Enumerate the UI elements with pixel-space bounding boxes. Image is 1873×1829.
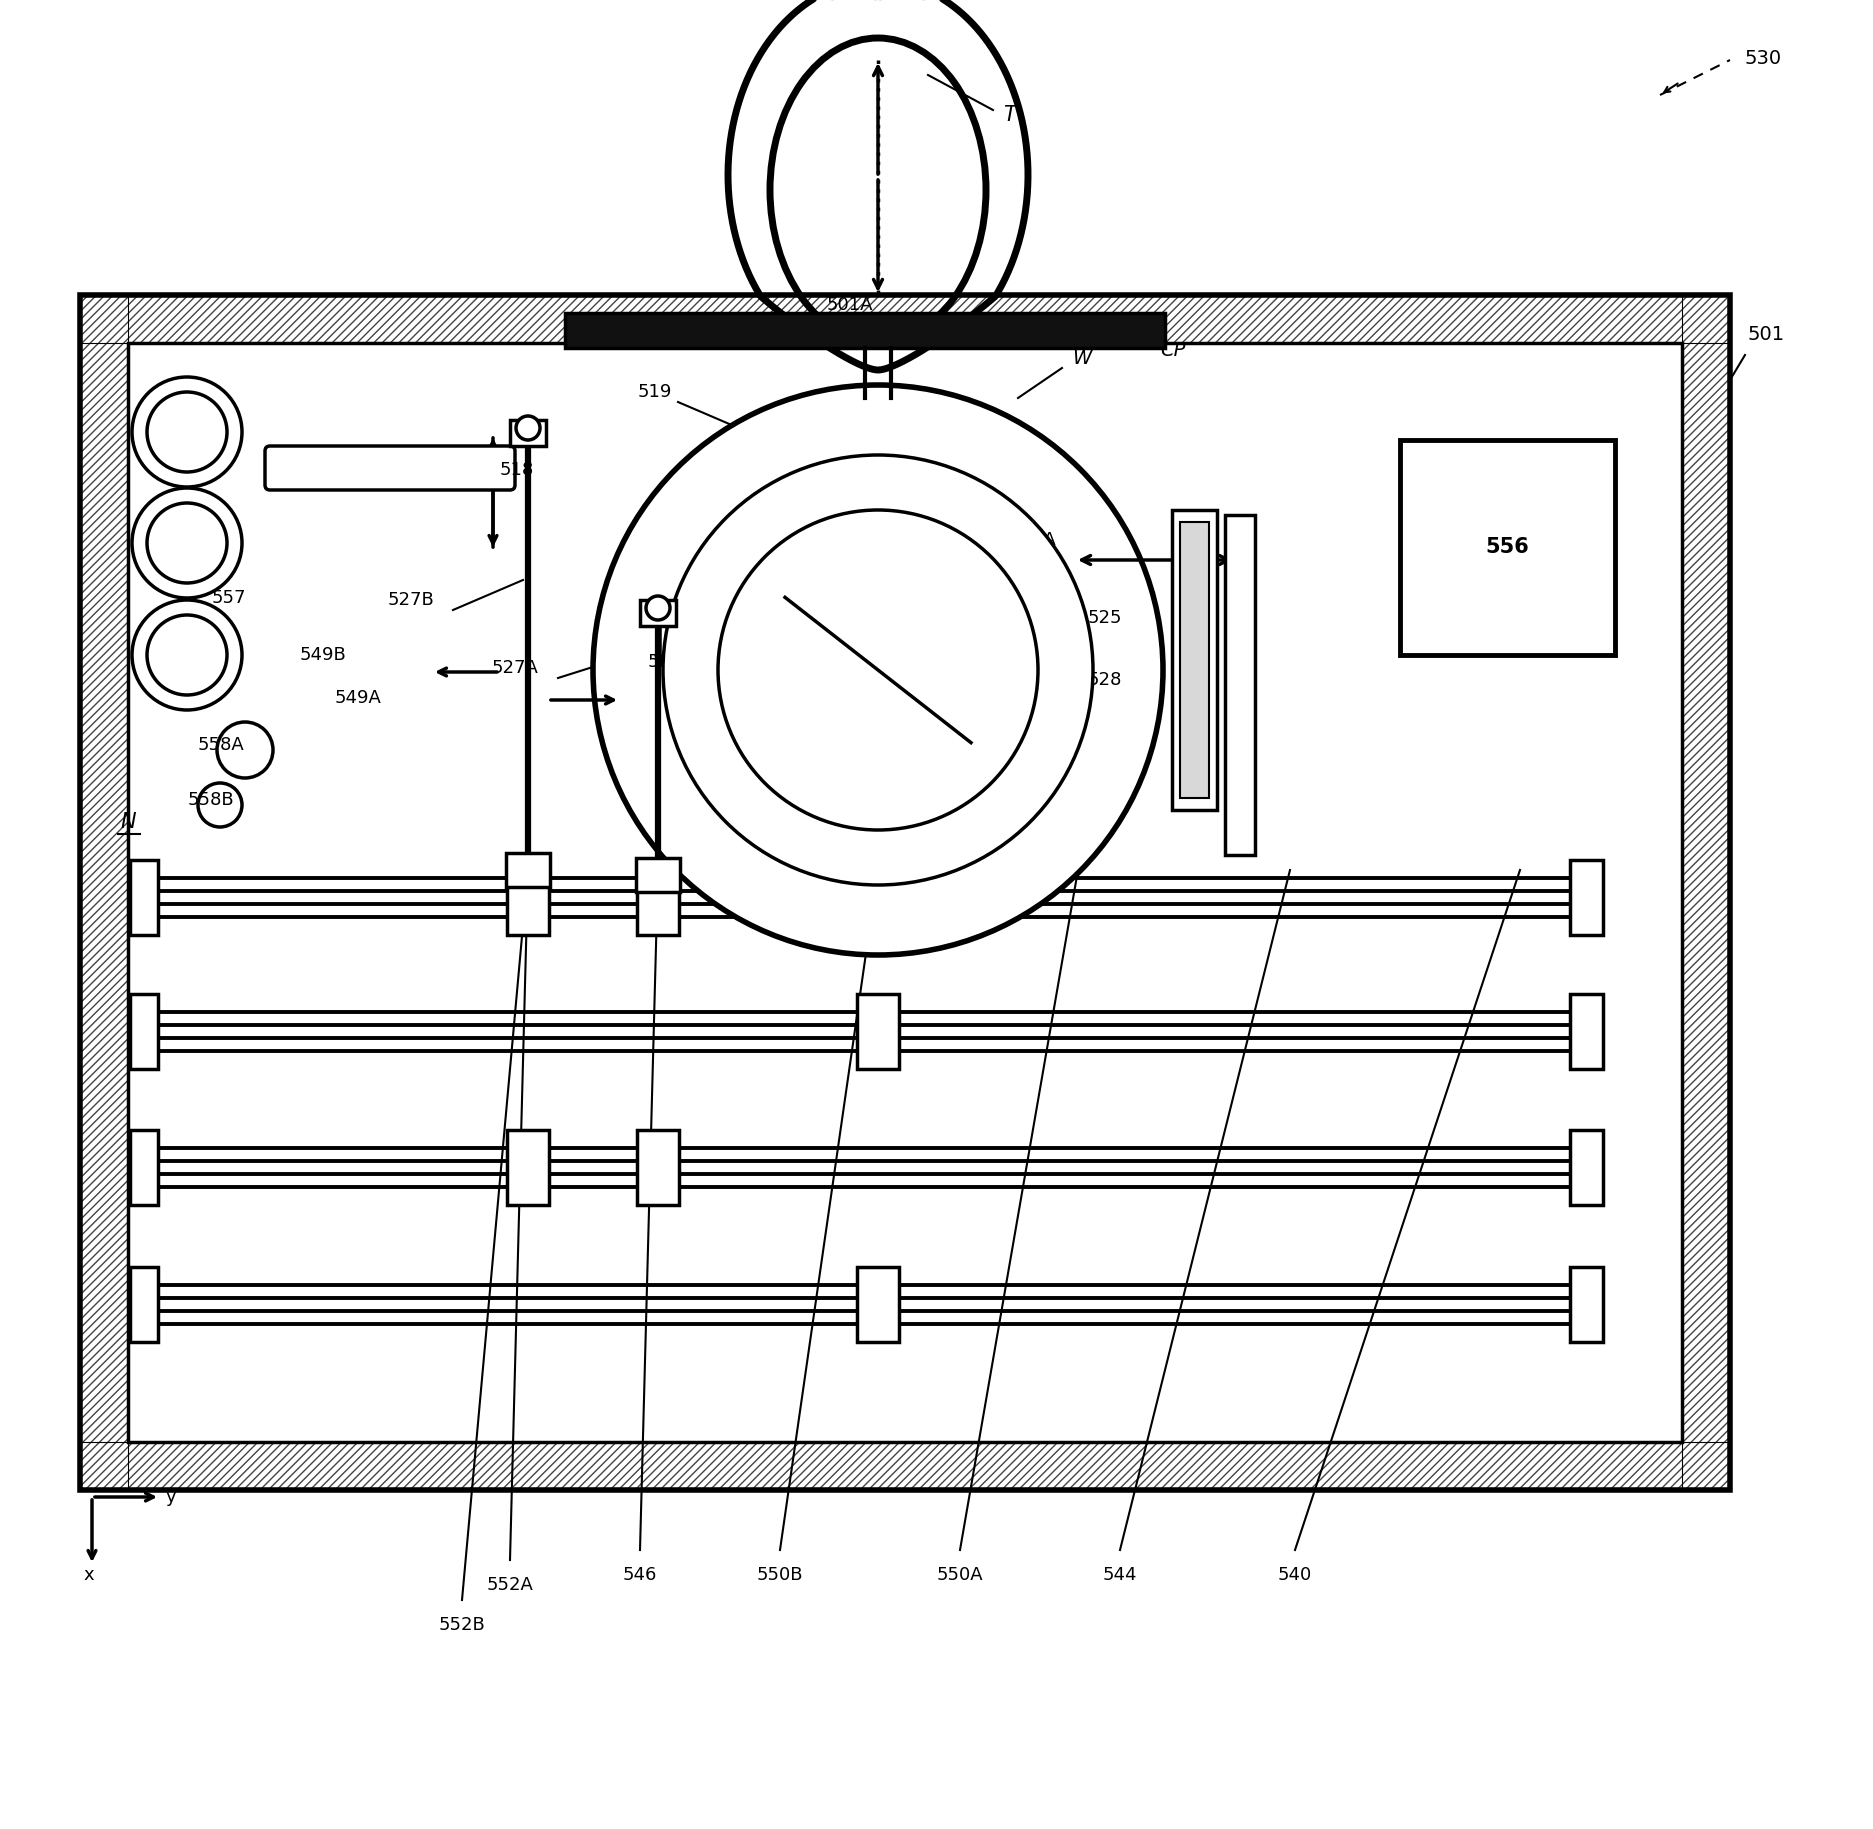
Bar bbox=[506, 852, 549, 887]
Bar bbox=[81, 294, 127, 1491]
Bar bbox=[129, 993, 157, 1068]
Bar bbox=[637, 1130, 678, 1205]
Bar bbox=[1171, 510, 1216, 810]
Bar bbox=[81, 1441, 1729, 1491]
Text: 550A: 550A bbox=[936, 1566, 983, 1584]
Bar bbox=[129, 1267, 157, 1342]
Text: 549B: 549B bbox=[300, 646, 347, 664]
FancyBboxPatch shape bbox=[264, 446, 515, 490]
Bar bbox=[1570, 993, 1601, 1068]
Text: 558A: 558A bbox=[199, 735, 245, 754]
Circle shape bbox=[146, 503, 227, 583]
Text: 552B: 552B bbox=[438, 1617, 485, 1633]
Text: 501: 501 bbox=[1748, 326, 1785, 344]
Circle shape bbox=[146, 615, 227, 695]
Circle shape bbox=[717, 510, 1038, 830]
Bar bbox=[129, 1130, 157, 1205]
Text: N: N bbox=[120, 812, 135, 832]
Bar bbox=[81, 294, 1729, 344]
Bar bbox=[81, 294, 1729, 1491]
Text: y: y bbox=[167, 1489, 176, 1505]
Bar bbox=[1570, 1130, 1601, 1205]
Text: 525: 525 bbox=[1088, 609, 1122, 627]
Text: CP: CP bbox=[1159, 340, 1186, 360]
Bar bbox=[81, 294, 127, 1491]
Text: 518: 518 bbox=[500, 461, 534, 479]
Text: 543: 543 bbox=[687, 710, 723, 726]
Bar bbox=[1570, 1267, 1601, 1342]
Bar bbox=[637, 860, 678, 935]
Bar bbox=[508, 1130, 549, 1205]
Bar bbox=[1682, 294, 1729, 1491]
Bar bbox=[1180, 521, 1208, 797]
Text: W: W bbox=[1071, 349, 1090, 368]
Text: 527A: 527A bbox=[493, 658, 539, 677]
Text: 558B: 558B bbox=[187, 790, 234, 808]
Circle shape bbox=[217, 722, 273, 777]
Bar bbox=[635, 858, 680, 893]
Bar bbox=[508, 860, 549, 935]
Text: 529: 529 bbox=[1180, 774, 1214, 792]
Circle shape bbox=[146, 391, 227, 472]
Text: 528: 528 bbox=[1088, 671, 1122, 690]
Text: 544: 544 bbox=[1101, 1566, 1137, 1584]
Circle shape bbox=[131, 488, 242, 598]
Bar bbox=[129, 860, 157, 935]
Bar bbox=[1682, 294, 1729, 1491]
Text: 550B: 550B bbox=[757, 1566, 804, 1584]
Circle shape bbox=[663, 455, 1092, 885]
Bar bbox=[81, 1441, 1729, 1491]
Text: 552A: 552A bbox=[487, 1577, 534, 1595]
Text: 530: 530 bbox=[1744, 49, 1781, 68]
Text: 557: 557 bbox=[212, 589, 247, 607]
Bar bbox=[641, 600, 676, 626]
Bar bbox=[856, 993, 899, 1068]
Text: 546: 546 bbox=[622, 1566, 657, 1584]
Bar bbox=[81, 294, 1729, 344]
Bar bbox=[127, 344, 1682, 1441]
Text: T: T bbox=[1002, 104, 1015, 124]
Text: 527B: 527B bbox=[388, 591, 435, 609]
Circle shape bbox=[131, 600, 242, 710]
Text: 556: 556 bbox=[1483, 538, 1528, 558]
Bar bbox=[1225, 516, 1255, 854]
Bar bbox=[856, 1267, 899, 1342]
Circle shape bbox=[646, 596, 671, 620]
Text: 519: 519 bbox=[637, 382, 672, 401]
Circle shape bbox=[131, 377, 242, 487]
Text: x: x bbox=[84, 1566, 94, 1584]
Text: 540: 540 bbox=[1277, 1566, 1311, 1584]
Circle shape bbox=[592, 384, 1163, 955]
Text: 528A: 528A bbox=[1010, 530, 1056, 549]
Text: 526: 526 bbox=[648, 653, 682, 671]
Bar bbox=[509, 421, 545, 446]
Text: 549A: 549A bbox=[335, 690, 382, 708]
Bar bbox=[1399, 441, 1615, 655]
Circle shape bbox=[515, 415, 539, 441]
Bar bbox=[564, 313, 1165, 348]
Circle shape bbox=[199, 783, 242, 827]
Bar bbox=[1570, 860, 1601, 935]
Text: 501A: 501A bbox=[826, 296, 873, 315]
